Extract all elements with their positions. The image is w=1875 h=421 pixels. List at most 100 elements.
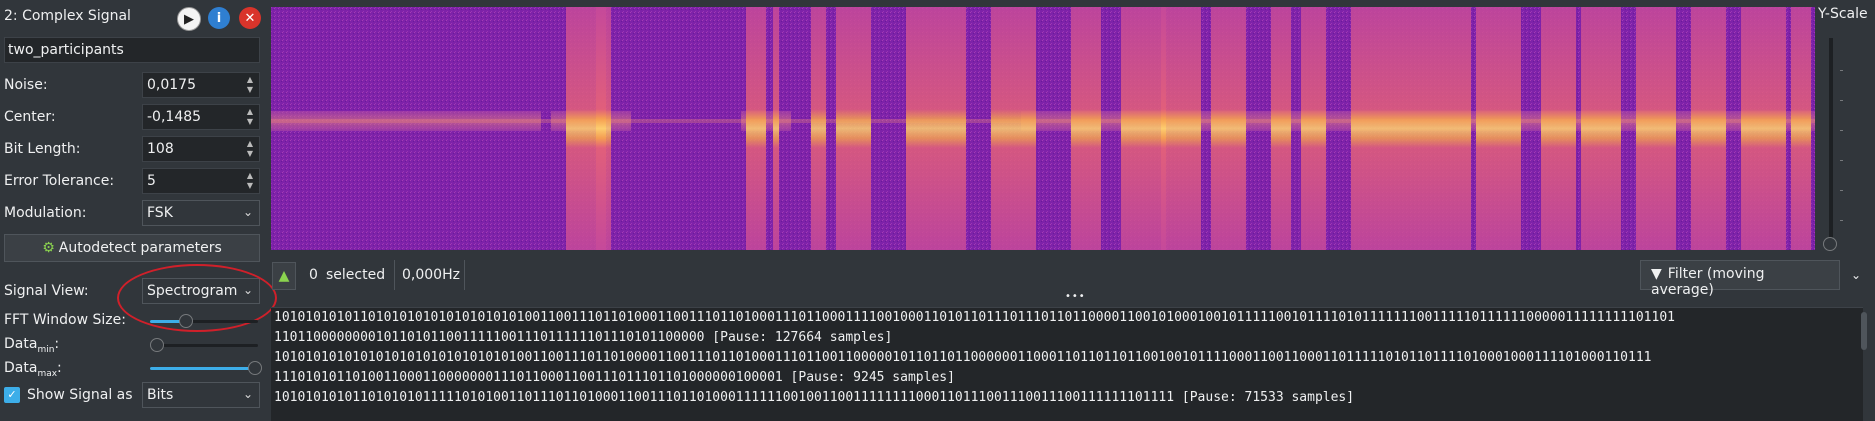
spectrogram-burst <box>1301 7 1326 250</box>
spectrogram-burst <box>1271 7 1291 250</box>
spectrogram-view[interactable] <box>271 7 1815 250</box>
scrollbar-thumb[interactable] <box>1861 312 1867 350</box>
error-tolerance-label: Error Tolerance: <box>4 173 115 189</box>
spectrogram-burst <box>811 7 826 250</box>
fft-slider-handle[interactable] <box>179 314 193 328</box>
autodetect-label: Autodetect parameters <box>58 240 222 256</box>
center-value: -0,1485 <box>147 109 202 125</box>
spectrogram-burst <box>271 111 541 131</box>
spectrogram-burst <box>1456 7 1471 250</box>
add-protocol-icon[interactable]: ▲ <box>272 262 296 290</box>
y-scale-label: Y-Scale <box>1818 6 1868 22</box>
y-scale-tick <box>1840 190 1843 191</box>
spectrogram-burst <box>1406 7 1456 250</box>
spin-arrows-icon[interactable]: ▲ ▼ <box>246 107 254 126</box>
spin-arrows-icon[interactable]: ▲ ▼ <box>246 171 254 190</box>
bits-line: 1101100000000101101011001111100111011111… <box>274 330 893 345</box>
spectrogram-burst <box>1351 7 1406 250</box>
bit-length-spinbox[interactable]: 108 ▲ ▼ <box>142 136 260 162</box>
bit-length-label: Bit Length: <box>4 141 81 157</box>
filter-icon: ▼ <box>1651 266 1662 282</box>
play-icon[interactable]: ▶ <box>177 7 201 31</box>
modulation-value: FSK <box>147 205 173 221</box>
gear-icon: ⚙ <box>42 240 55 256</box>
highlight-ellipse <box>117 264 277 332</box>
splitter-handle[interactable]: ••• <box>1065 291 1086 302</box>
y-scale-tick <box>1840 70 1843 71</box>
spectrogram-burst <box>1161 7 1201 250</box>
center-spinbox[interactable]: -0,1485 ▲ ▼ <box>142 104 260 130</box>
y-scale-tick <box>1840 100 1843 101</box>
selected-count: 0 <box>309 267 318 283</box>
show-signal-checkbox[interactable]: ✓ <box>4 387 20 403</box>
noise-value: 0,0175 <box>147 77 196 93</box>
modulation-label: Modulation: <box>4 205 87 221</box>
toolbar-divider <box>464 260 465 290</box>
bits-line: 1010101010101010101010101010101001100111… <box>274 350 1652 365</box>
spectrogram-burst <box>1121 7 1166 250</box>
data-max-label: Datamax: <box>4 360 62 379</box>
spectrogram-burst <box>1211 7 1246 250</box>
fft-window-label: FFT Window Size: <box>4 312 126 328</box>
signal-title: 2: Complex Signal <box>4 8 131 24</box>
chevron-down-icon: ⌄ <box>242 387 253 401</box>
error-tolerance-spinbox[interactable]: 5 ▲ ▼ <box>142 168 260 194</box>
frequency-readout: 0,000Hz <box>402 267 460 283</box>
data-max-handle[interactable] <box>248 361 262 375</box>
error-tolerance-value: 5 <box>147 173 156 189</box>
autodetect-button[interactable]: ⚙ Autodetect parameters <box>4 234 260 262</box>
spectrogram-bursts <box>271 7 1815 250</box>
show-signal-value: Bits <box>147 387 174 403</box>
spectrogram-burst <box>271 119 1815 123</box>
spectrogram-burst <box>906 7 951 250</box>
fft-slider-fill <box>150 320 185 323</box>
noise-spinbox[interactable]: 0,0175 ▲ ▼ <box>142 72 260 98</box>
data-max-slider[interactable] <box>150 361 262 375</box>
spin-arrows-icon[interactable]: ▲ ▼ <box>246 75 254 94</box>
y-scale-handle[interactable] <box>1823 237 1837 251</box>
signal-view-label: Signal View: <box>4 283 89 299</box>
chevron-down-icon: ⌄ <box>242 205 253 219</box>
spectrogram-burst <box>1791 7 1811 250</box>
y-scale-tick <box>1840 130 1843 131</box>
data-min-label: Datamin: <box>4 336 60 355</box>
toolbar-divider <box>394 260 395 290</box>
bits-text-area[interactable]: 1010101010110101010101010101010100110011… <box>271 307 1863 421</box>
info-icon[interactable]: i <box>208 7 230 29</box>
fft-window-slider[interactable] <box>150 314 258 328</box>
noise-label: Noise: <box>4 77 48 93</box>
y-scale-slider[interactable] <box>1829 38 1833 243</box>
bits-line: 1010101010110101010111110101001101110110… <box>274 390 1355 405</box>
show-signal-select[interactable]: Bits ⌄ <box>142 382 260 408</box>
selected-label: selected <box>326 267 386 283</box>
close-icon[interactable]: ✕ <box>239 7 261 29</box>
data-min-handle[interactable] <box>150 338 164 352</box>
spectrogram-burst <box>1541 7 1576 250</box>
data-min-slider[interactable] <box>150 338 258 352</box>
spectrogram-burst <box>1741 7 1786 250</box>
spectrogram-burst <box>836 7 871 250</box>
bits-line: 1010101010110101010101010101010100110011… <box>274 310 1675 325</box>
spectrogram-burst <box>746 7 766 250</box>
signal-name-input[interactable]: two_participants <box>4 37 260 63</box>
data-max-fill <box>150 367 254 370</box>
spectrogram-burst <box>1636 7 1676 250</box>
bits-scrollbar[interactable] <box>1860 310 1868 420</box>
spectrogram-burst <box>1071 7 1101 250</box>
spectrogram-burst <box>1476 7 1521 250</box>
chevron-down-icon[interactable]: ⌄ <box>1850 268 1862 282</box>
spectrogram-burst <box>596 7 606 250</box>
bit-length-value: 108 <box>147 141 174 157</box>
spectrogram-burst <box>991 7 1036 250</box>
filter-button[interactable]: ▼ Filter (moving average) <box>1640 260 1840 298</box>
spectrogram-burst <box>951 7 966 250</box>
bits-line: 1110101011010011000110000000111011000110… <box>274 370 955 385</box>
spin-arrows-icon[interactable]: ▲ ▼ <box>246 139 254 158</box>
y-scale-tick <box>1840 160 1843 161</box>
spectrogram-burst <box>773 7 779 250</box>
modulation-select[interactable]: FSK ⌄ <box>142 200 260 226</box>
spectrogram-burst <box>1581 7 1621 250</box>
show-signal-label: Show Signal as <box>27 387 133 403</box>
spectrogram-burst <box>1691 7 1726 250</box>
filter-label: Filter (moving average) <box>1651 266 1765 298</box>
